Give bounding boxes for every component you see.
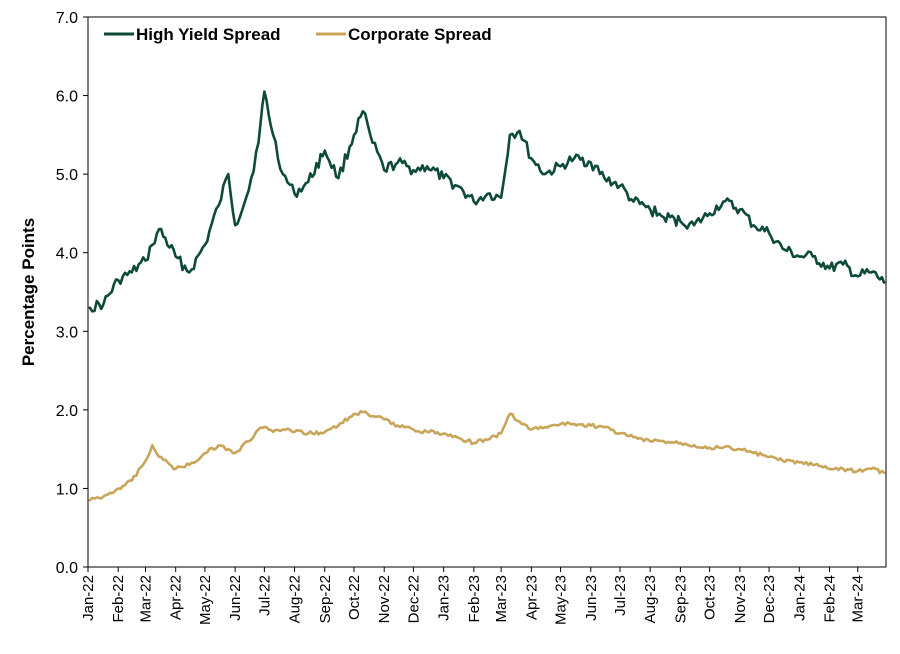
y-tick-label: 1.0 bbox=[56, 481, 78, 498]
series-line-high-yield-spread bbox=[88, 90, 886, 313]
y-tick-label: 7.0 bbox=[56, 10, 78, 27]
x-tick-label: Jan-22 bbox=[80, 575, 97, 621]
x-tick-label: Jan-23 bbox=[436, 575, 453, 621]
plot-area-border bbox=[87, 16, 887, 568]
x-tick-label: Dec-23 bbox=[761, 575, 778, 623]
x-tick-label: Sep-22 bbox=[317, 575, 334, 623]
x-tick-label: Apr-23 bbox=[523, 575, 540, 620]
x-tick-label: Sep-23 bbox=[672, 575, 689, 623]
x-tick-label: Aug-22 bbox=[287, 575, 304, 623]
y-tick-label: 6.0 bbox=[56, 89, 78, 106]
x-tick-label: Feb-24 bbox=[821, 575, 838, 623]
y-tick-label: 2.0 bbox=[56, 403, 78, 420]
x-tick-label: Apr-22 bbox=[168, 575, 185, 620]
y-tick-label: 4.0 bbox=[56, 246, 78, 263]
x-tick-label: Mar-24 bbox=[850, 575, 867, 623]
x-tick-label: Jun-22 bbox=[227, 575, 244, 621]
x-tick-label: Nov-22 bbox=[376, 575, 393, 623]
x-tick-label: Nov-23 bbox=[732, 575, 749, 623]
x-tick-label: May-23 bbox=[553, 575, 570, 625]
x-tick-label: Mar-23 bbox=[493, 575, 510, 623]
x-tick-label: Aug-23 bbox=[642, 575, 659, 623]
x-tick-label: May-22 bbox=[197, 575, 214, 625]
x-tick-label: Feb-23 bbox=[466, 575, 483, 623]
x-tick-label: Jan-24 bbox=[791, 575, 808, 621]
x-tick-label: Feb-22 bbox=[110, 575, 127, 623]
x-tick-label: Oct-22 bbox=[346, 575, 363, 620]
legend-label-corporate-spread: Corporate Spread bbox=[348, 25, 492, 44]
y-tick-label: 3.0 bbox=[56, 324, 78, 341]
y-tick-label: 0.0 bbox=[56, 560, 78, 577]
x-tick-label: Jun-23 bbox=[583, 575, 600, 621]
series-line-corporate-spread bbox=[88, 410, 886, 502]
x-tick-label: Dec-22 bbox=[405, 575, 422, 623]
x-tick-label: Jul-23 bbox=[612, 575, 629, 616]
x-tick-label: Jul-22 bbox=[256, 575, 273, 616]
x-tick-label: Mar-22 bbox=[137, 575, 154, 623]
legend-label-high-yield-spread: High Yield Spread bbox=[136, 25, 281, 44]
y-axis-title: Percentage Points bbox=[19, 218, 38, 366]
x-tick-label: Oct-23 bbox=[702, 575, 719, 620]
y-tick-label: 5.0 bbox=[56, 167, 78, 184]
